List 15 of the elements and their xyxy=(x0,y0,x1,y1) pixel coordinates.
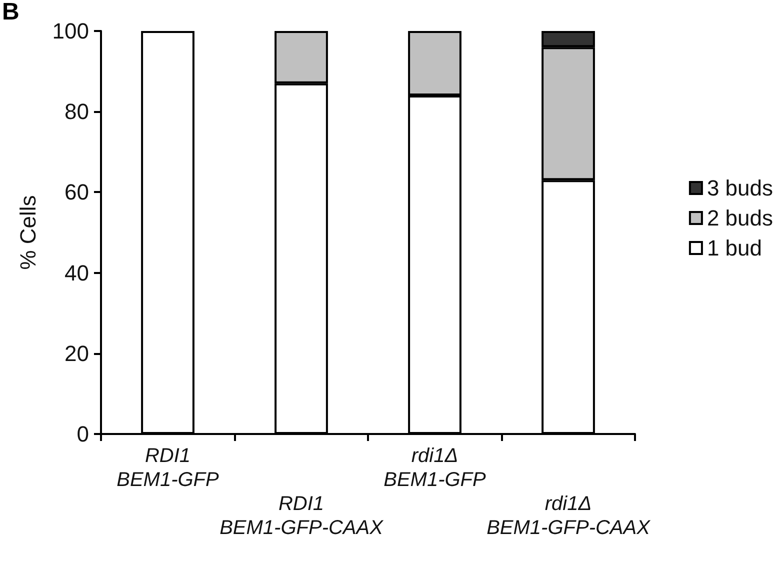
x-tick-label: rdi1Δ BEM1-GFP-CAAX xyxy=(486,493,651,539)
y-tick-label: 0 xyxy=(76,422,89,446)
y-tick-label: 100 xyxy=(52,18,89,44)
x-tick-label: RDI1 BEM1-GFP-CAAX xyxy=(220,493,384,539)
legend-label: 2 buds xyxy=(706,206,774,230)
x-tick-label: RDI1 BEM1-GFP xyxy=(116,445,220,491)
y-tick-label: 40 xyxy=(64,260,89,286)
x-tick-label: rdi1Δ BEM1-GFP xyxy=(384,445,487,491)
legend-label: 3 buds xyxy=(706,176,774,200)
y-tick-label: 60 xyxy=(64,180,89,205)
y-tick-label: 20 xyxy=(64,340,89,366)
y-tick-label: 80 xyxy=(64,99,89,124)
text: B xyxy=(2,0,20,26)
legend-label: 1 bud xyxy=(706,236,762,260)
y-axis-title: % Cells xyxy=(16,195,40,270)
